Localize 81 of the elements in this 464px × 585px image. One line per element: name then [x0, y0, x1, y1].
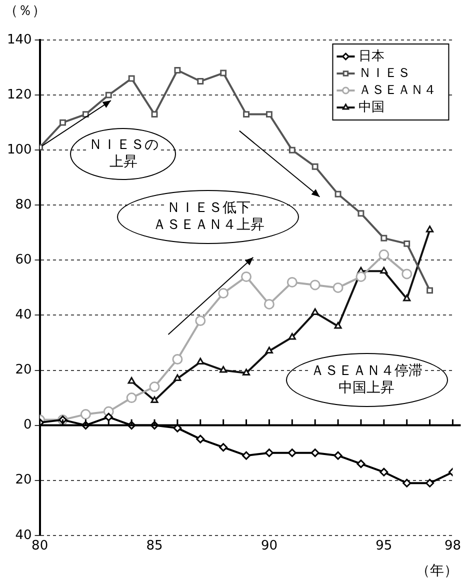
point: [242, 451, 251, 460]
y-tick-label: 0: [24, 418, 32, 433]
y-axis-title: （％）: [4, 2, 46, 20]
point: [402, 478, 412, 488]
point: [426, 287, 434, 294]
x-tick-label: 95: [376, 538, 392, 554]
point: [404, 240, 410, 247]
point: [334, 190, 342, 198]
point: [195, 315, 206, 326]
annotation: ＮＩＥＳの上昇: [87, 136, 160, 171]
point: [149, 382, 160, 392]
point: [241, 271, 252, 282]
point: [380, 468, 388, 476]
point: [128, 377, 136, 384]
y-tick-label: 20: [15, 472, 32, 488]
annotation: 中国上昇: [338, 380, 395, 397]
y-tick-label: 20: [15, 362, 32, 378]
point: [288, 146, 296, 154]
point: [266, 111, 272, 118]
point: [334, 322, 342, 329]
point: [426, 226, 434, 232]
legend-label: 日本: [358, 48, 385, 64]
point: [378, 249, 390, 260]
point: [197, 78, 204, 85]
legend-label: ＮＩＥＳ: [358, 66, 411, 81]
point: [288, 448, 296, 458]
point: [426, 478, 434, 488]
y-tick-label: 40: [15, 528, 32, 543]
point: [174, 374, 182, 382]
annotation: ＡＳＥＡＮ４停滞: [310, 362, 423, 380]
legend-label: ＡＳＥＡＮ４: [358, 82, 437, 98]
y-tick-label: 80: [15, 198, 32, 213]
point: [334, 451, 342, 460]
x-tick-label: 80: [32, 538, 48, 554]
point: [126, 392, 137, 404]
point: [243, 111, 250, 118]
point: [264, 298, 274, 310]
point: [150, 396, 158, 404]
point: [380, 266, 388, 274]
x-tick-label: 85: [146, 538, 163, 554]
point: [286, 276, 298, 288]
point: [151, 111, 158, 118]
point: [403, 294, 411, 302]
annotation: ＮＩＥＳ低下: [166, 200, 250, 218]
point: [310, 280, 320, 290]
y-tick-label: 140: [6, 32, 32, 48]
annotation: ＡＳＥＡＮ４上昇: [152, 217, 264, 234]
point: [220, 70, 227, 76]
point: [219, 443, 228, 452]
point: [264, 448, 274, 458]
point: [105, 92, 112, 98]
x-axis-title: （年）: [416, 562, 458, 580]
point: [218, 288, 229, 298]
point: [220, 366, 228, 373]
point: [402, 268, 412, 280]
x-tick-label: 98: [444, 538, 461, 554]
point: [265, 346, 273, 354]
point: [356, 271, 366, 282]
x-tick-label: 90: [260, 538, 278, 554]
point: [358, 210, 364, 217]
point: [242, 368, 250, 376]
y-tick-label: 120: [6, 87, 32, 102]
point: [311, 308, 319, 315]
point: [310, 448, 320, 458]
point: [356, 460, 366, 468]
point: [312, 163, 318, 170]
point: [332, 282, 344, 293]
point: [60, 119, 66, 126]
legend-label: 中国: [358, 100, 385, 115]
y-tick-label: 40: [15, 308, 32, 323]
point: [80, 409, 91, 420]
point: [172, 354, 183, 365]
point: [196, 434, 205, 444]
point: [104, 412, 113, 422]
y-tick-label: 60: [15, 252, 32, 268]
point: [380, 234, 388, 242]
y-tick-label: 100: [6, 142, 32, 158]
point: [288, 332, 296, 340]
point: [128, 75, 135, 82]
point: [196, 358, 204, 365]
point: [174, 67, 181, 74]
